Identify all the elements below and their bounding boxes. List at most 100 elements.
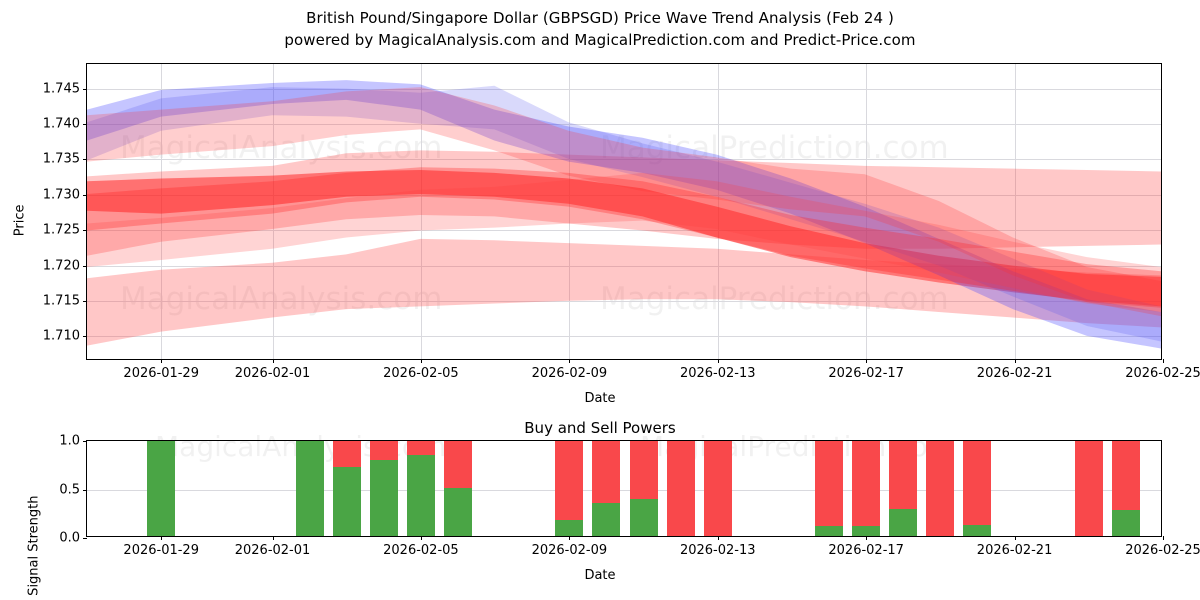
signal-bar[interactable] — [295, 441, 324, 536]
x-tickmark — [866, 536, 868, 540]
signal-bar[interactable] — [815, 441, 844, 536]
sell-power-segment — [926, 441, 955, 536]
figure-title-line-2: powered by MagicalAnalysis.com and Magic… — [284, 31, 916, 49]
buy-power-segment — [815, 526, 844, 536]
price-x-tick-label: 2026-02-13 — [679, 366, 756, 381]
gridline-horizontal — [87, 489, 1161, 491]
gridline-horizontal — [87, 336, 1161, 338]
y-tickmark — [83, 194, 87, 196]
price-x-tick-label: 2026-02-09 — [531, 366, 608, 381]
sell-power-segment — [1074, 441, 1103, 536]
signal-bar[interactable] — [592, 441, 621, 536]
price-y-tick-label: 1.740 — [42, 116, 80, 132]
x-tickmark — [1163, 536, 1164, 540]
x-tickmark — [272, 536, 274, 540]
signal-x-tick-label: 2026-02-21 — [976, 543, 1053, 558]
signal-y-axis-label: Signal Strength — [26, 495, 42, 596]
price-x-axis-label: Date — [584, 391, 616, 406]
signal-chart-title: Buy and Sell Powers — [524, 419, 676, 437]
buy-power-segment — [406, 454, 435, 536]
x-tickmark — [272, 359, 274, 363]
signal-bar[interactable] — [369, 441, 398, 536]
x-tickmark — [420, 359, 422, 363]
signal-bar[interactable] — [555, 441, 584, 536]
figure-title-line-1: British Pound/Singapore Dollar (GBPSGD) … — [306, 9, 894, 27]
buy-power-segment — [369, 460, 398, 536]
x-tickmark — [1163, 359, 1164, 363]
signal-plot-area — [87, 441, 1161, 536]
x-tickmark — [1014, 536, 1016, 540]
sell-power-segment — [666, 441, 695, 536]
y-tickmark — [83, 300, 87, 302]
gridline-vertical — [866, 64, 868, 359]
sell-power-segment — [852, 441, 881, 527]
x-tickmark — [1014, 359, 1016, 363]
signal-bar[interactable] — [444, 441, 473, 536]
signal-x-tick-label: 2026-01-29 — [123, 543, 199, 558]
signal-x-tick-label: 2026-02-09 — [531, 543, 608, 558]
price-wave-bands — [87, 80, 1161, 349]
gridline-horizontal — [87, 88, 1161, 90]
x-tickmark — [717, 536, 719, 540]
wave-band-red-far-right-plume — [87, 172, 1161, 312]
buy-power-segment — [1111, 509, 1140, 536]
signal-bar[interactable] — [963, 441, 992, 536]
x-tickmark — [866, 359, 868, 363]
price-chart-axes: 1.710 1.715 1.720 1.725 1.730 1.735 1.740 1.745… — [43, 63, 1200, 381]
sell-power-segment — [369, 441, 398, 461]
price-y-tick-label: 1.710 — [42, 328, 80, 344]
sell-power-segment — [592, 441, 621, 504]
signal-y-tick-label: 1.0 — [59, 433, 80, 449]
wave-band-blue-upper-wave-b — [87, 85, 1161, 342]
signal-y-tick-label: 0.0 — [59, 530, 80, 546]
wave-band-red-lower-soft — [87, 238, 1161, 346]
y-tickmark — [83, 538, 87, 539]
sell-power-segment — [629, 441, 658, 500]
gridline-horizontal — [87, 265, 1161, 267]
signal-bar[interactable] — [629, 441, 658, 536]
buy-power-segment — [592, 503, 621, 536]
wave-band-red-wave-crest-mid — [87, 87, 1161, 317]
signal-bar[interactable] — [1074, 441, 1103, 536]
x-tickmark — [569, 536, 571, 540]
buy-power-segment — [332, 467, 361, 536]
price-y-tick-label: 1.735 — [42, 151, 80, 167]
gridline-vertical — [569, 64, 571, 359]
signal-bar[interactable] — [1111, 441, 1140, 536]
buy-power-segment — [889, 508, 918, 536]
signal-bar[interactable] — [926, 441, 955, 536]
sell-power-segment — [332, 441, 361, 468]
signal-bar[interactable] — [889, 441, 918, 536]
wave-band-blue-upper-wave-a — [87, 80, 1161, 349]
price-y-tick-label: 1.715 — [42, 293, 80, 309]
signal-bar[interactable] — [406, 441, 435, 536]
price-x-tick-label: 2026-02-17 — [828, 366, 904, 381]
signal-x-tick-label: 2026-02-17 — [828, 543, 904, 558]
signal-bar[interactable] — [703, 441, 732, 536]
signal-bar[interactable] — [147, 441, 176, 536]
y-tickmark — [83, 489, 87, 491]
sell-power-segment — [1111, 441, 1140, 510]
gridline-horizontal — [87, 300, 1161, 302]
gridline-vertical — [1014, 64, 1016, 359]
y-tickmark — [83, 159, 87, 161]
price-x-tick-label: 2026-02-01 — [234, 366, 311, 381]
signal-x-tick-label: 2026-02-25 — [1125, 543, 1200, 558]
sell-power-segment — [406, 441, 435, 455]
y-tickmark — [83, 441, 87, 442]
wave-band-red-core-band — [87, 170, 1161, 307]
buy-power-segment — [555, 519, 584, 536]
signal-bar[interactable] — [666, 441, 695, 536]
price-y-tick-label: 1.730 — [42, 187, 80, 203]
buy-power-segment — [444, 488, 473, 536]
wave-band-red-mid-diagonal — [87, 167, 1161, 308]
x-tickmark — [161, 536, 163, 540]
buy-power-segment — [295, 441, 324, 536]
signal-bar[interactable] — [852, 441, 881, 536]
x-tickmark — [717, 359, 719, 363]
y-tickmark — [83, 230, 87, 232]
y-tickmark — [83, 265, 87, 267]
price-x-tick-label: 2026-02-25 — [1125, 366, 1200, 381]
signal-bar[interactable] — [332, 441, 361, 536]
